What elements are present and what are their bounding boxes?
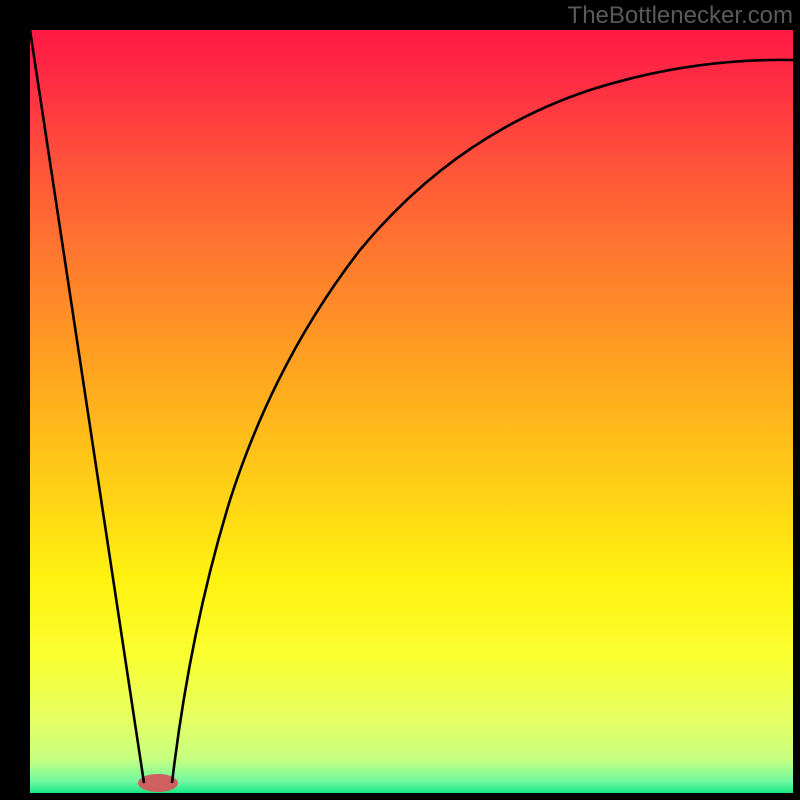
plot-area bbox=[30, 30, 793, 793]
chart-container: TheBottlenecker.com bbox=[0, 0, 800, 800]
watermark-text: TheBottlenecker.com bbox=[568, 2, 793, 30]
